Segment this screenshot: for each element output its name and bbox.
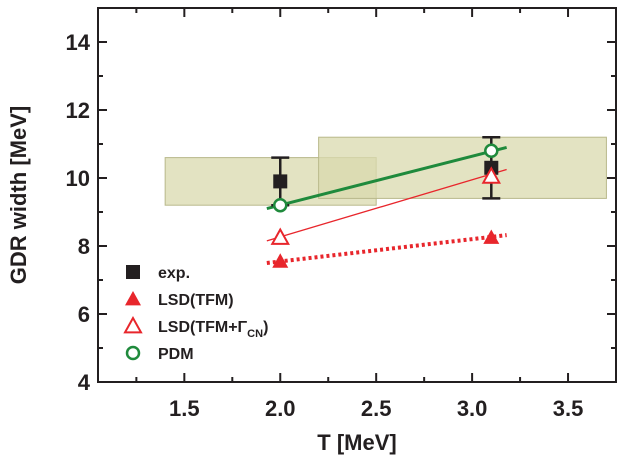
tick-labels: 1.5 2.0 2.5 3.0 3.5 4 6 8 10 12 14 [66,30,584,421]
data-point [273,174,288,189]
data-point [481,166,501,184]
data-point [272,253,289,268]
legend: exp. LSD(TFM) LSD(TFM+ΓCN) PDM [123,265,268,363]
y-tick-label: 8 [78,234,90,259]
x-axis-title: T [MeV] [317,430,396,455]
y-tick-label: 4 [78,370,91,395]
fit-line [266,145,508,211]
fit-lines [266,145,508,265]
y-tick-label: 14 [66,30,91,55]
y-tick-label: 12 [66,98,90,123]
legend-label-suffix: ) [263,319,268,336]
y-tick-label: 6 [78,302,90,327]
legend-marker [126,265,140,279]
legend-label: LSD(TFM+ΓCN) [158,319,268,340]
fit-line [266,168,507,242]
y-tick-label: 10 [66,166,90,191]
fit-line [266,233,507,265]
legend-label-subscript: CN [247,328,263,340]
legend-marker [125,345,141,361]
data-point [273,197,288,213]
data-markers [270,143,501,268]
legend-marker [123,315,143,334]
x-tick-label: 2.0 [265,396,296,421]
legend-label: PDM [158,346,194,363]
data-point [484,143,499,159]
shaded-band-2 [318,136,607,199]
data-point [270,227,290,245]
axis-ticks [98,7,617,383]
data-point [483,229,500,244]
x-tick-label: 3.0 [457,396,488,421]
y-axis-title: GDR width [MeV] [6,106,31,284]
x-tick-label: 3.5 [553,396,584,421]
x-tick-label: 2.5 [361,396,392,421]
legend-label: LSD(TFM) [158,292,234,309]
legend-label: exp. [158,265,190,282]
shaded-bands [164,136,607,206]
plot-frame [97,7,617,383]
x-tick-label: 1.5 [169,396,200,421]
legend-marker [125,291,141,306]
